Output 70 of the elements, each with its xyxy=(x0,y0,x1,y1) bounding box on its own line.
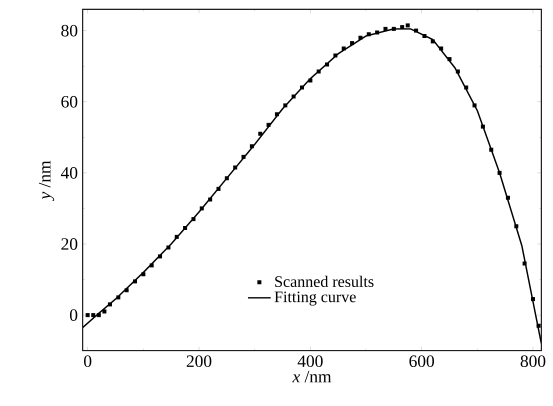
point xyxy=(522,262,527,266)
y-tick-label: 0 xyxy=(70,309,78,321)
y-tick-label: 40 xyxy=(60,167,78,179)
point xyxy=(191,217,196,222)
point xyxy=(480,124,485,129)
point xyxy=(116,295,120,300)
point xyxy=(358,36,362,40)
point xyxy=(96,313,101,318)
point xyxy=(530,297,535,302)
point xyxy=(350,41,354,46)
point xyxy=(158,254,162,258)
point xyxy=(174,234,179,239)
point xyxy=(342,46,346,50)
point xyxy=(383,26,388,31)
point xyxy=(506,196,510,200)
y-axis-title: y /nm xyxy=(38,160,54,201)
point xyxy=(325,62,330,66)
point xyxy=(132,279,137,284)
y-tick-label: 80 xyxy=(61,24,78,37)
point xyxy=(86,313,90,318)
point xyxy=(183,226,188,230)
x-tick-label: 200 xyxy=(186,355,212,368)
point xyxy=(422,34,426,38)
x-tick-label: 800 xyxy=(520,355,546,368)
point xyxy=(406,23,410,28)
point xyxy=(464,86,468,90)
point xyxy=(124,288,129,292)
point xyxy=(91,313,96,318)
point xyxy=(141,272,146,276)
point xyxy=(266,122,271,127)
y-tick-label: 60 xyxy=(61,96,78,108)
point xyxy=(258,132,262,136)
point xyxy=(233,166,238,170)
point xyxy=(274,112,279,116)
point xyxy=(208,198,212,202)
point xyxy=(498,170,502,175)
y-tick-label: 20 xyxy=(61,238,78,250)
point xyxy=(200,206,204,210)
point xyxy=(150,263,154,268)
point xyxy=(366,32,371,36)
point xyxy=(283,103,288,108)
legend-label: Scanned results xyxy=(275,276,374,287)
point xyxy=(489,148,494,152)
x-tick-label: 400 xyxy=(298,355,323,368)
point xyxy=(375,30,380,34)
point xyxy=(430,39,435,44)
point xyxy=(292,94,296,98)
point xyxy=(224,176,229,180)
point xyxy=(447,57,452,62)
point xyxy=(216,186,220,191)
point xyxy=(166,246,170,250)
point xyxy=(439,46,444,50)
point xyxy=(242,154,246,159)
point xyxy=(514,224,518,228)
x-tick-label: 0 xyxy=(84,355,92,368)
point xyxy=(333,54,338,58)
point xyxy=(392,26,396,31)
point xyxy=(102,310,106,314)
point xyxy=(300,86,304,90)
x-axis-title: x /nm xyxy=(292,370,332,382)
point xyxy=(472,103,477,108)
x-tick-label: 600 xyxy=(409,355,434,368)
point xyxy=(414,28,418,33)
point xyxy=(250,144,254,148)
point xyxy=(108,302,112,306)
point xyxy=(316,70,321,74)
point xyxy=(308,78,312,82)
point xyxy=(536,324,541,328)
point xyxy=(456,70,460,74)
legend-label: Fitting curve xyxy=(274,291,356,306)
